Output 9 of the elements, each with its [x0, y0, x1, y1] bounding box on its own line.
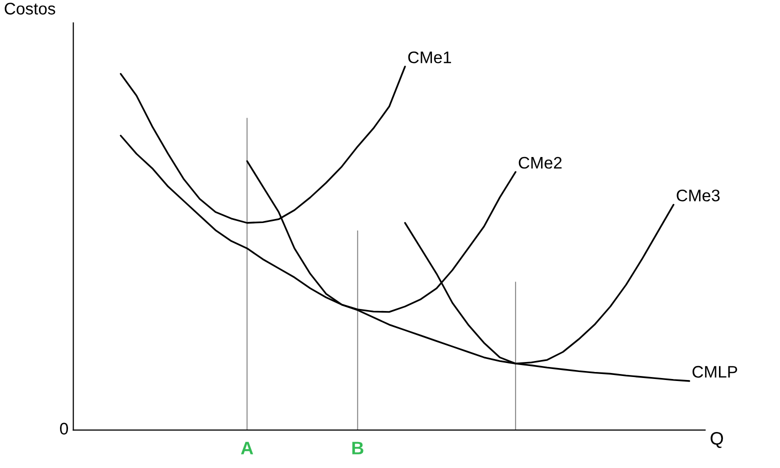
x-axis-title: Q — [710, 432, 723, 448]
series-label: CMe3 — [676, 190, 720, 202]
series-label: CMe1 — [408, 51, 452, 64]
x-tick-label: A — [240, 442, 254, 454]
series-label: CMLP — [692, 366, 738, 378]
series-label: CMe2 — [518, 156, 562, 169]
x-tick-label: B — [352, 442, 364, 454]
y-axis-title: Costos — [4, 2, 56, 15]
text: 0 — [60, 422, 68, 435]
